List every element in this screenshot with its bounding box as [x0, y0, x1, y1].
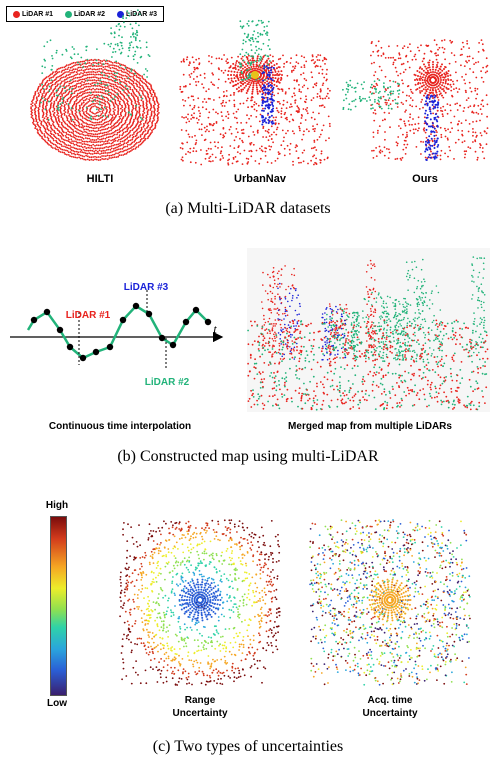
- label-hilti: HILTI: [86, 173, 114, 185]
- colorbar-high-label: High: [45, 500, 69, 511]
- merged-map-label: Merged map from multiple LiDARs: [288, 421, 452, 432]
- interp-lidar3: LiDAR #3: [123, 282, 169, 293]
- interpolation-diagram: [10, 290, 224, 370]
- red-dot-icon: [12, 10, 20, 18]
- caption-c: (c) Two types of uncertainties: [152, 738, 344, 755]
- green-dot-icon: [64, 10, 72, 18]
- uncertainty-point-clouds: [119, 519, 471, 686]
- legend-item-lidar2: LiDAR #2: [64, 10, 105, 18]
- lidar-legend: LiDAR #1 LiDAR #2 LiDAR #3: [6, 6, 164, 22]
- range-label-1: Range: [184, 695, 216, 706]
- legend-item-lidar3: LiDAR #3: [116, 10, 157, 18]
- interp-lidar2: LiDAR #2: [144, 377, 190, 388]
- label-urbannav: UrbanNav: [234, 173, 286, 185]
- interp-lidar1: LiDAR #1: [65, 310, 111, 321]
- axis-t-label: t: [213, 322, 217, 336]
- caption-a: (a) Multi-LiDAR datasets: [165, 200, 331, 217]
- range-label-2: Uncertainty: [172, 708, 228, 719]
- legend-item-lidar1: LiDAR #1: [12, 10, 53, 18]
- acq-label-2: Uncertainty: [362, 708, 418, 719]
- label-ours: Ours: [412, 173, 438, 185]
- colorbar-low-label: Low: [47, 698, 67, 709]
- acq-label-1: Acq. time: [367, 695, 413, 706]
- caption-b: (b) Constructed map using multi-LiDAR: [117, 448, 379, 465]
- merged-map-image: [247, 256, 489, 411]
- blue-dot-icon: [116, 10, 124, 18]
- uncertainty-colorbar: [50, 516, 67, 696]
- interpolation-curve: [26, 304, 209, 360]
- interp-label: Continuous time interpolation: [48, 421, 192, 432]
- multi-lidar-point-clouds: [30, 9, 489, 166]
